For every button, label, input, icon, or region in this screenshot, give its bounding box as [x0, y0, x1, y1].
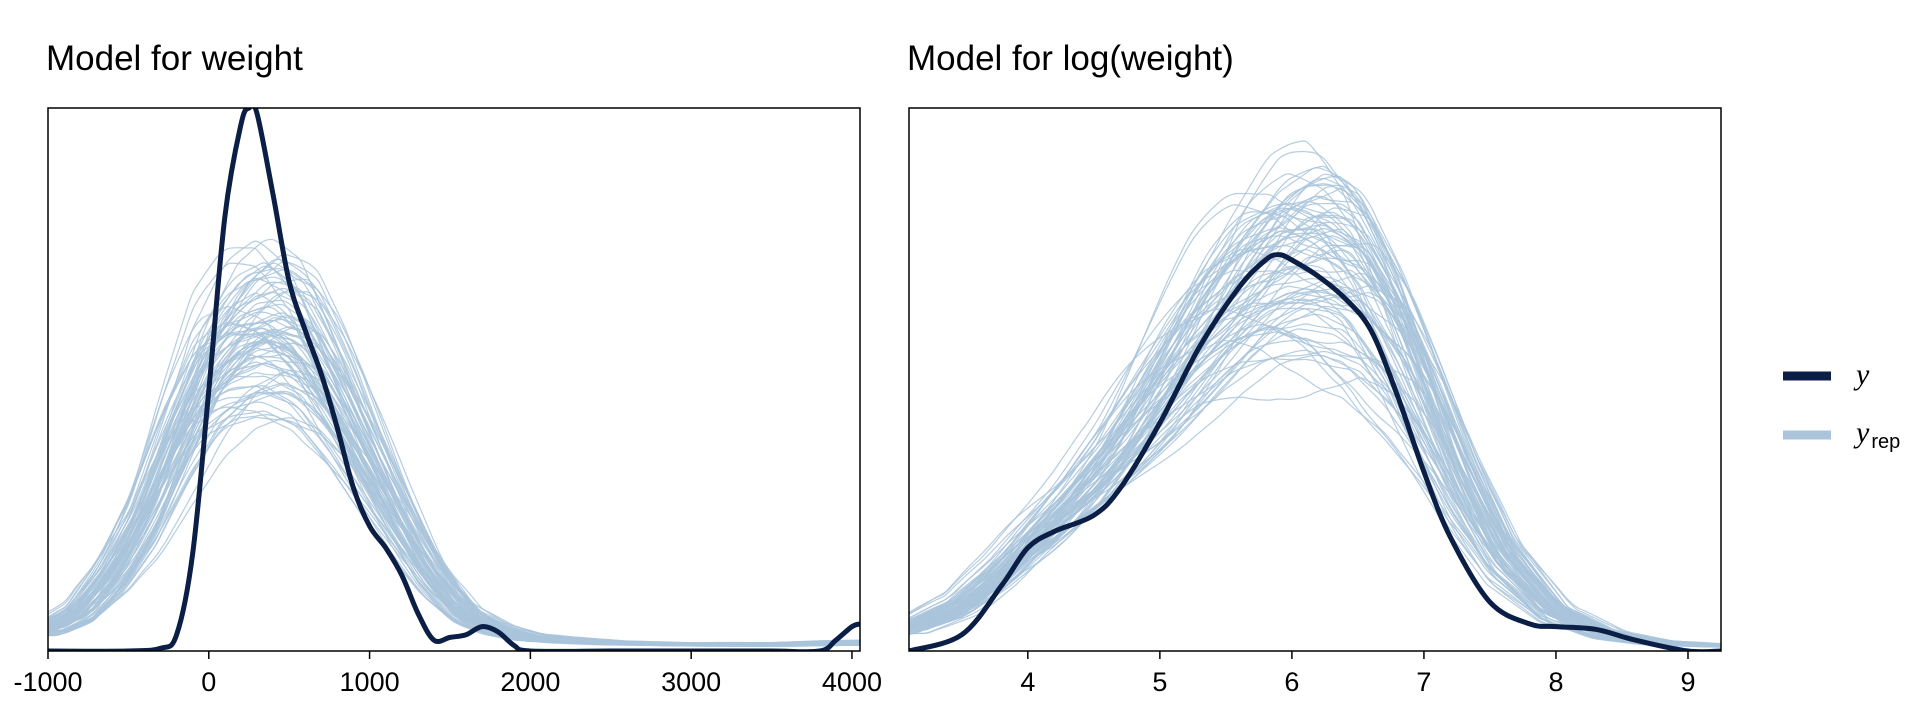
x-tick-label: 4 [1020, 667, 1035, 697]
yrep-line [909, 272, 1721, 647]
x-tick-label: 5 [1152, 667, 1167, 697]
yrep-line [909, 195, 1721, 646]
yrep-line [909, 221, 1721, 647]
yrep-line [909, 278, 1721, 647]
yrep-line [909, 291, 1721, 648]
yrep-line [909, 326, 1721, 647]
series-line-y [909, 252, 1721, 651]
yrep-line [909, 173, 1721, 645]
yrep-line [909, 186, 1721, 646]
plot-frame [47, 107, 861, 652]
yrep-line [48, 390, 860, 647]
series-line-y [48, 108, 860, 651]
yrep-line [909, 227, 1721, 646]
x-tick-label: 2000 [500, 667, 560, 697]
yrep-lines [909, 140, 1721, 648]
yrep-line [48, 291, 860, 645]
yrep-line [909, 230, 1721, 646]
yrep-line [909, 166, 1721, 646]
chart-title: Model for weight [46, 39, 303, 78]
x-tick-label: 7 [1416, 667, 1431, 697]
x-tick-label: 8 [1548, 667, 1563, 697]
x-tick-label: 1000 [340, 667, 400, 697]
yrep-line [909, 299, 1721, 647]
observed-line [909, 252, 1721, 651]
yrep-line [909, 235, 1721, 646]
x-tick-label: 6 [1284, 667, 1299, 697]
x-axis-ticks: -1000 0 1000 2000 3000 4000 [13, 651, 882, 697]
yrep-line [909, 285, 1721, 647]
chart-title: Model for log(weight) [907, 39, 1234, 78]
x-axis-ticks: 4 5 6 7 8 9 [1020, 651, 1696, 697]
yrep-lines [48, 238, 860, 647]
yrep-line [909, 328, 1721, 647]
yrep-line [909, 202, 1721, 646]
x-tick-label: -1000 [13, 667, 82, 697]
yrep-line [909, 308, 1721, 648]
yrep-line [909, 269, 1721, 647]
yrep-line [909, 292, 1721, 646]
yrep-line [909, 291, 1721, 646]
yrep-line [909, 248, 1721, 646]
yrep-line [909, 235, 1721, 646]
yrep-line [909, 350, 1721, 648]
plot-frame [908, 107, 1722, 652]
yrep-line [909, 202, 1721, 645]
yrep-line [909, 357, 1721, 648]
yrep-line [909, 349, 1721, 648]
yrep-line [909, 325, 1721, 647]
legend: y y rep [1783, 358, 1900, 453]
chart-weight: Model for weight -1000 0 1000 2000 3000 4000 [13, 39, 882, 697]
yrep-line [909, 216, 1721, 646]
x-tick-label: 9 [1680, 667, 1695, 697]
yrep-line [909, 195, 1721, 646]
yrep-line [909, 313, 1721, 647]
yrep-line [909, 305, 1721, 647]
observed-line [48, 108, 860, 651]
yrep-line [909, 285, 1721, 646]
yrep-line [909, 339, 1721, 648]
yrep-line [909, 331, 1721, 647]
yrep-line [909, 201, 1721, 646]
yrep-line [909, 257, 1721, 646]
x-tick-label: 3000 [661, 667, 721, 697]
yrep-line [909, 215, 1721, 645]
yrep-line [909, 232, 1721, 646]
yrep-line [48, 346, 860, 646]
legend-label-y: y [1853, 358, 1870, 391]
yrep-line [909, 175, 1721, 647]
yrep-line [909, 235, 1721, 646]
yrep-line [909, 323, 1721, 648]
yrep-line [909, 323, 1721, 647]
chart-log-weight: Model for log(weight) 4 5 6 7 8 9 [907, 39, 1722, 697]
legend-label-yrep: y rep [1853, 416, 1900, 453]
yrep-line [909, 267, 1721, 645]
yrep-line [909, 264, 1721, 647]
yrep-line [909, 214, 1721, 647]
x-tick-label: 4000 [822, 667, 882, 697]
x-tick-label: 0 [201, 667, 216, 697]
yrep-line [909, 280, 1721, 647]
